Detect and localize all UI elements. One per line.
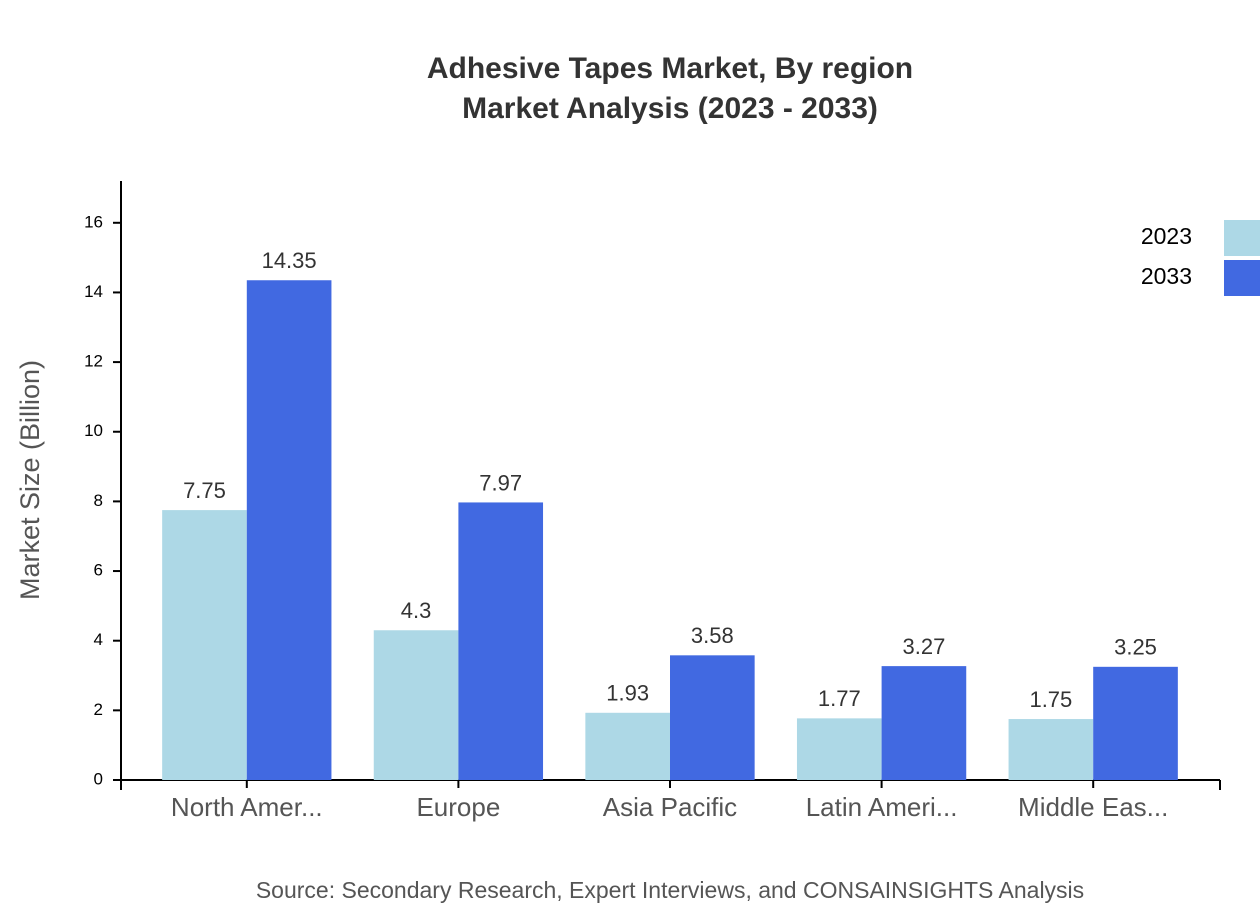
y-tick-label: 10 <box>84 421 103 440</box>
value-label: 1.77 <box>818 686 861 711</box>
value-label: 3.58 <box>691 623 734 648</box>
value-label: 7.75 <box>183 478 226 503</box>
bar <box>1008 719 1094 780</box>
x-tick-label: Middle Eas... <box>1018 792 1168 822</box>
y-tick-label: 4 <box>94 630 103 649</box>
legend-label: 2033 <box>1141 263 1192 289</box>
value-label: 3.27 <box>903 634 946 659</box>
value-label: 1.75 <box>1029 687 1072 712</box>
value-label: 4.3 <box>401 598 432 623</box>
legend-swatch <box>1224 260 1260 296</box>
bar <box>796 718 882 780</box>
value-label: 1.93 <box>606 681 649 706</box>
y-tick-label: 8 <box>94 491 103 510</box>
bar <box>585 712 670 780</box>
legend-swatch <box>1224 220 1260 256</box>
x-tick-label: Asia Pacific <box>603 792 737 822</box>
y-tick-label: 2 <box>94 700 103 719</box>
y-tick-label: 6 <box>94 561 103 580</box>
chart-title: Adhesive Tapes Market, By region <box>427 52 913 85</box>
bar <box>458 502 544 780</box>
bar <box>246 280 332 780</box>
x-tick-label: North Amer... <box>171 792 323 822</box>
bar <box>881 666 967 780</box>
bar <box>373 630 459 780</box>
y-tick-label: 0 <box>94 769 103 788</box>
x-tick-label: Europe <box>416 792 500 822</box>
bar <box>670 655 755 780</box>
legend-label: 2023 <box>1141 223 1192 249</box>
bar <box>162 510 247 780</box>
y-tick-label: 14 <box>84 282 103 301</box>
source-note: Source: Secondary Research, Expert Inter… <box>256 877 1084 903</box>
value-label: 7.97 <box>479 470 522 495</box>
value-label: 3.25 <box>1114 635 1157 660</box>
y-tick-label: 16 <box>84 212 103 231</box>
chart-subtitle: Market Analysis (2023 - 2033) <box>462 92 878 125</box>
value-label: 14.35 <box>262 248 317 273</box>
x-tick-label: Latin Ameri... <box>806 792 958 822</box>
bar <box>1093 666 1178 780</box>
y-tick-label: 12 <box>84 352 103 371</box>
y-axis-label: Market Size (Billion) <box>15 360 45 600</box>
